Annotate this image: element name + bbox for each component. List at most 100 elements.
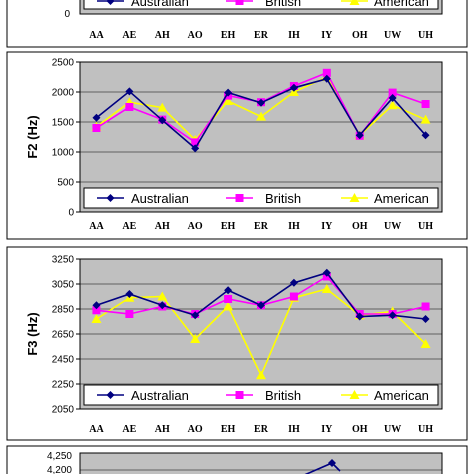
- legend-box: [83, 384, 439, 406]
- data-point: [224, 286, 233, 295]
- data-point: [223, 301, 234, 311]
- data-point: [157, 291, 168, 301]
- category-label-er: ER: [254, 424, 269, 435]
- data-point: [322, 268, 331, 277]
- data-point: [125, 310, 134, 318]
- y-tick-label: 0: [64, 9, 70, 20]
- category-label-ih: IH: [288, 424, 300, 435]
- legend-label: Australian: [131, 0, 189, 9]
- category-labels: AA AE AH AO EH ER IH IY OH UW UH: [89, 424, 433, 435]
- data-point: [125, 290, 134, 298]
- legend-entry-british: British: [226, 0, 301, 9]
- data-point: [421, 131, 430, 140]
- legend-entry-australian: Australian: [97, 0, 189, 9]
- data-point: [257, 301, 265, 310]
- y-tick-label: 2250: [52, 380, 75, 391]
- data-point: [355, 131, 364, 140]
- data-point: [158, 301, 167, 310]
- data-point: [256, 370, 266, 380]
- data-point: [125, 87, 134, 96]
- category-label-ae: AE: [122, 30, 136, 41]
- series-australian-partial: [304, 459, 341, 474]
- gridlines: [80, 91, 442, 183]
- data-point: [289, 83, 298, 92]
- y-tick-label: 0: [68, 208, 74, 219]
- category-label-ae: AE: [122, 424, 136, 435]
- diamond-marker-icon: [106, 391, 115, 399]
- legend-label: Australian: [131, 388, 189, 403]
- data-point: [190, 334, 201, 343]
- square-marker-icon: [235, 0, 244, 5]
- category-label-oh: OH: [352, 30, 368, 41]
- category-label-er: ER: [254, 221, 269, 232]
- triangle-marker-icon: [349, 193, 360, 202]
- legend: Australian British American: [83, 187, 439, 209]
- category-label-er: ER: [254, 30, 269, 41]
- data-point: [289, 278, 298, 287]
- category-labels: AA AE AH AO EH ER IH IY OH UW UH: [89, 30, 433, 41]
- panel-f3: 2050 2250 2450 2650 2850 3050 3250 F3 (Hz) Aus…: [6, 246, 468, 441]
- data-point: [289, 292, 298, 301]
- category-label-ao: AO: [188, 221, 203, 232]
- series-australian: [92, 268, 430, 323]
- category-label-ah: AH: [155, 221, 170, 232]
- y-axis-label: F3 (Hz): [25, 312, 40, 355]
- y-tick-label: 2050: [52, 405, 75, 416]
- y-tick-labels: 2050 2250 2450 2650 2850 3050 3250: [52, 255, 80, 416]
- data-point: [92, 124, 101, 132]
- y-tick-label: 4,200: [47, 465, 72, 474]
- legend-entry-australian: Australian: [97, 191, 189, 206]
- data-point: [420, 339, 431, 348]
- category-labels: AA AE AH AO EH ER IH IY OH UW UH: [89, 221, 433, 232]
- diamond-marker-icon: [106, 194, 115, 202]
- category-label-oh: OH: [352, 221, 368, 232]
- y-axis-label: F2 (Hz): [25, 115, 40, 158]
- panel-bottom-partial: 4,250 4,200: [6, 445, 468, 474]
- y-tick-label: 2650: [52, 330, 75, 341]
- category-label-eh: EH: [221, 221, 236, 232]
- y-tick-label: 2500: [52, 58, 75, 69]
- y-tick-label: 2450: [52, 355, 75, 366]
- series: [91, 68, 431, 153]
- y-tick-labels: 0 500 1000 1500 2000 2500: [52, 58, 80, 219]
- legend-label: British: [265, 0, 301, 9]
- y-tick-label: 1500: [52, 118, 75, 129]
- data-point: [224, 295, 233, 303]
- data-point: [421, 100, 430, 108]
- y-tick-label: 500: [57, 178, 74, 189]
- legend-entry-american: American: [341, 0, 429, 9]
- data-point: [257, 98, 265, 107]
- legend-entry-british: British: [226, 388, 301, 403]
- series-australian: [92, 74, 430, 153]
- category-label-uh: UH: [418, 424, 433, 435]
- category-label-ae: AE: [122, 221, 136, 232]
- category-label-ao: AO: [188, 424, 203, 435]
- triangle-marker-icon: [349, 390, 360, 399]
- data-point: [92, 306, 101, 315]
- data-point: [256, 111, 266, 121]
- category-label-ih: IH: [288, 30, 300, 41]
- category-label-uh: UH: [418, 221, 433, 232]
- category-label-uh: UH: [418, 30, 433, 41]
- data-point: [158, 116, 167, 125]
- y-tick-label: 4,250: [47, 451, 72, 462]
- legend-label: Australian: [131, 191, 189, 206]
- data-point: [125, 103, 134, 111]
- square-marker-icon: [235, 194, 244, 202]
- data-point: [191, 144, 200, 153]
- data-point: [223, 96, 234, 105]
- data-point: [91, 314, 102, 323]
- panel-f2: 0 500 1000 1500 2000 2500 F2 (Hz) Australian …: [6, 51, 468, 240]
- y-tick-label: 3250: [52, 255, 75, 266]
- plot-area: [79, 61, 443, 213]
- data-point: [421, 315, 430, 323]
- data-point: [92, 113, 101, 122]
- y-tick-label: 2850: [52, 305, 75, 316]
- data-point: [387, 100, 398, 110]
- legend-label: British: [265, 191, 301, 206]
- data-point: [388, 311, 397, 320]
- category-label-eh: EH: [221, 30, 236, 41]
- category-label-aa: AA: [89, 424, 104, 435]
- data-point: [92, 301, 101, 310]
- y-tick-label: 3050: [52, 280, 75, 291]
